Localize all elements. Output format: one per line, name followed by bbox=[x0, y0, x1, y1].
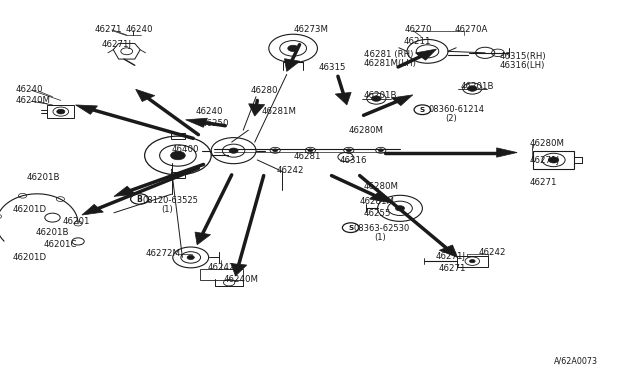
Circle shape bbox=[171, 151, 185, 160]
Text: 46316: 46316 bbox=[339, 156, 367, 165]
Text: (2): (2) bbox=[445, 114, 456, 123]
Polygon shape bbox=[186, 118, 207, 127]
Text: 46271J: 46271J bbox=[530, 156, 560, 165]
Text: A/62A0073: A/62A0073 bbox=[554, 356, 598, 365]
Polygon shape bbox=[82, 204, 103, 215]
Text: 46240M: 46240M bbox=[16, 96, 51, 105]
Text: 08360-61214: 08360-61214 bbox=[429, 105, 485, 114]
Text: 46201: 46201 bbox=[63, 217, 90, 226]
Text: 46201B: 46201B bbox=[461, 82, 494, 91]
Polygon shape bbox=[392, 95, 413, 106]
Text: 46281: 46281 bbox=[293, 152, 321, 161]
Circle shape bbox=[548, 157, 559, 163]
Text: 46400: 46400 bbox=[172, 145, 199, 154]
Text: 46316(LH): 46316(LH) bbox=[499, 61, 545, 70]
Circle shape bbox=[378, 149, 383, 152]
Text: 46271J: 46271J bbox=[435, 252, 465, 261]
Text: 46242: 46242 bbox=[276, 166, 304, 174]
Text: 46281M: 46281M bbox=[261, 107, 296, 116]
Text: 46201D: 46201D bbox=[13, 253, 47, 262]
Polygon shape bbox=[497, 148, 517, 157]
Circle shape bbox=[396, 206, 404, 211]
Text: 46201D: 46201D bbox=[13, 205, 47, 214]
Circle shape bbox=[346, 149, 351, 152]
Circle shape bbox=[308, 149, 313, 152]
Text: S: S bbox=[420, 107, 425, 113]
Text: 46271J: 46271J bbox=[101, 40, 131, 49]
Polygon shape bbox=[415, 49, 436, 60]
Text: 46201B: 46201B bbox=[27, 173, 60, 182]
Text: 46201B: 46201B bbox=[364, 92, 397, 100]
Text: 46270: 46270 bbox=[404, 25, 432, 34]
Text: S: S bbox=[348, 225, 353, 231]
Circle shape bbox=[467, 86, 477, 92]
Text: 46281 (RH): 46281 (RH) bbox=[364, 50, 413, 59]
Text: 46240: 46240 bbox=[125, 25, 153, 33]
Text: 08363-62530: 08363-62530 bbox=[353, 224, 410, 233]
Text: (1): (1) bbox=[374, 233, 386, 242]
Text: 46273M: 46273M bbox=[293, 25, 328, 33]
Text: 46271: 46271 bbox=[530, 178, 557, 187]
Text: 46281M(LH): 46281M(LH) bbox=[364, 59, 417, 68]
Circle shape bbox=[470, 260, 476, 263]
Text: 46201C: 46201C bbox=[44, 240, 77, 249]
Text: 46281M: 46281M bbox=[360, 197, 395, 206]
Polygon shape bbox=[248, 104, 265, 116]
Text: 46255: 46255 bbox=[364, 209, 391, 218]
Polygon shape bbox=[284, 59, 300, 71]
Text: B: B bbox=[137, 195, 142, 203]
Circle shape bbox=[229, 148, 238, 153]
Text: 46280M: 46280M bbox=[349, 126, 384, 135]
Polygon shape bbox=[335, 92, 351, 105]
Text: 46250: 46250 bbox=[202, 119, 229, 128]
Text: 46270A: 46270A bbox=[454, 25, 488, 34]
Text: 46201B: 46201B bbox=[35, 228, 68, 237]
Circle shape bbox=[371, 96, 381, 102]
Polygon shape bbox=[231, 263, 247, 276]
Text: 46240: 46240 bbox=[16, 85, 44, 94]
Polygon shape bbox=[76, 105, 97, 114]
Text: 46242: 46242 bbox=[208, 263, 236, 272]
Circle shape bbox=[57, 109, 65, 114]
Text: 46240M: 46240M bbox=[224, 275, 259, 284]
Polygon shape bbox=[114, 186, 136, 196]
Text: (1): (1) bbox=[161, 205, 173, 214]
Text: 46280M: 46280M bbox=[530, 139, 565, 148]
Circle shape bbox=[187, 255, 195, 260]
Text: 46271: 46271 bbox=[438, 264, 466, 273]
Polygon shape bbox=[439, 245, 458, 257]
Circle shape bbox=[288, 45, 298, 51]
Polygon shape bbox=[195, 232, 211, 245]
Text: 46280: 46280 bbox=[251, 86, 278, 94]
Polygon shape bbox=[136, 89, 155, 102]
Text: 46315(RH): 46315(RH) bbox=[499, 52, 546, 61]
Text: 46240: 46240 bbox=[195, 107, 223, 116]
Text: 46211: 46211 bbox=[403, 37, 431, 46]
Text: 46315: 46315 bbox=[319, 63, 346, 72]
Text: 08120-63525: 08120-63525 bbox=[142, 196, 198, 205]
Circle shape bbox=[273, 149, 278, 152]
Text: 46272M: 46272M bbox=[146, 249, 181, 258]
Text: 46271: 46271 bbox=[95, 25, 122, 33]
Text: 46280M: 46280M bbox=[364, 182, 399, 190]
Polygon shape bbox=[369, 192, 390, 203]
Text: 46242: 46242 bbox=[479, 248, 506, 257]
